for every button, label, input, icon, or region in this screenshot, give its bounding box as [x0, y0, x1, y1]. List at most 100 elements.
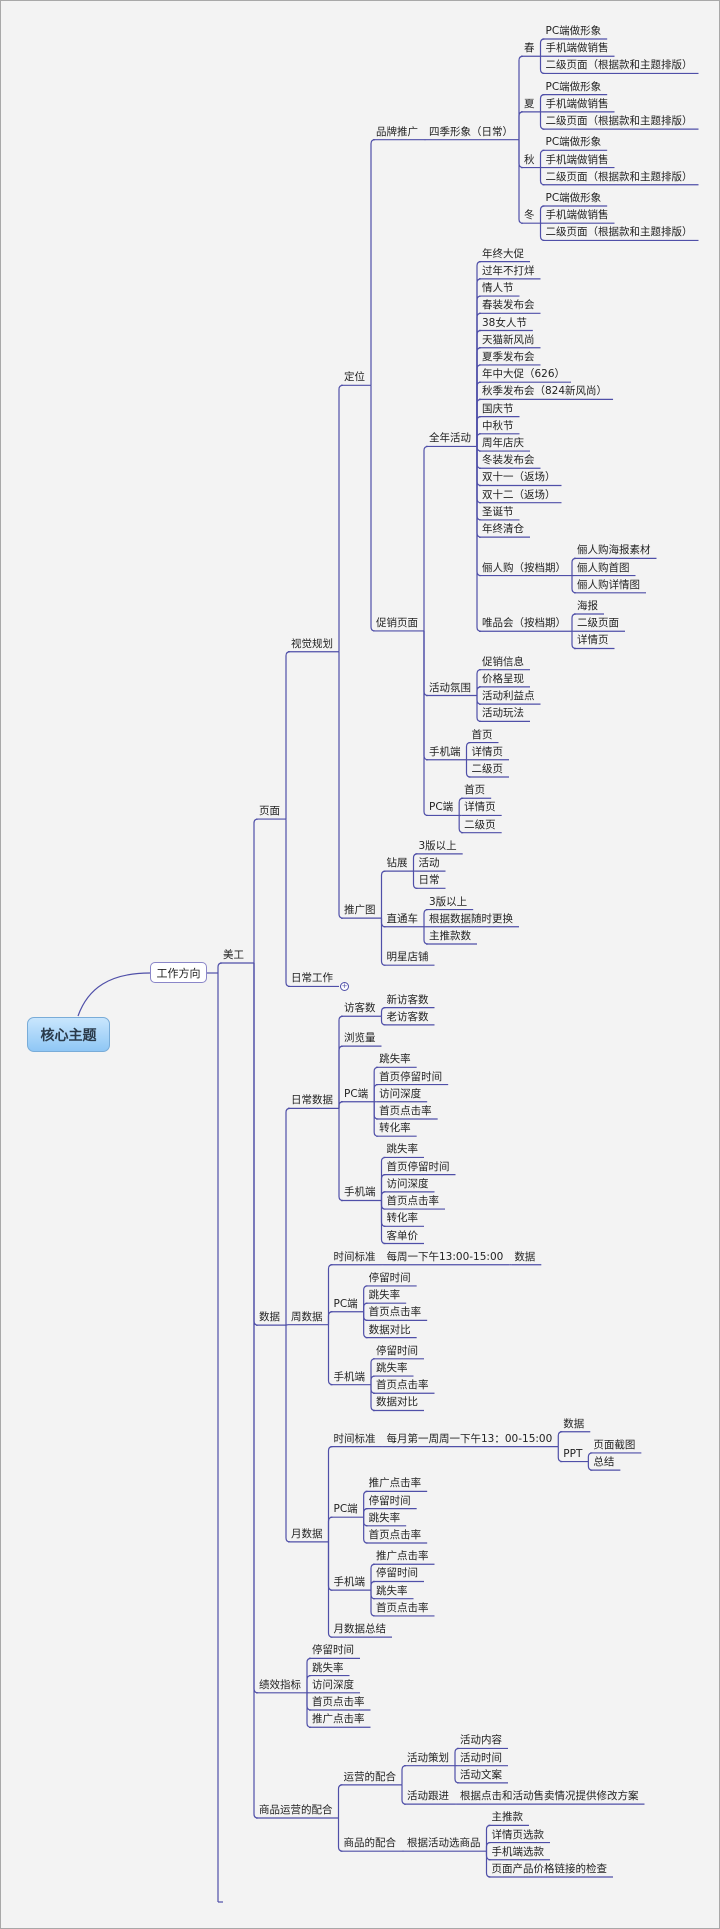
leaf-topic[interactable]: 转化率 — [386, 1212, 419, 1225]
leaf-topic[interactable]: 跳失率 — [376, 1362, 408, 1375]
leaf-topic[interactable]: 页面产品价格链接的检查 — [491, 1863, 608, 1875]
leaf-topic[interactable]: 首页 — [464, 784, 486, 797]
leaf-topic[interactable]: PC端做形象 — [545, 80, 602, 93]
branch-topic[interactable]: 美工 — [223, 949, 244, 961]
leaf-topic[interactable]: 首页点击率 — [386, 1195, 440, 1208]
leaf-topic[interactable]: 国庆节 — [482, 402, 514, 415]
leaf-topic[interactable]: 活动利益点 — [482, 690, 535, 703]
main-topic-work-direction[interactable]: 工作方向 — [150, 962, 207, 983]
leaf-topic[interactable]: 二级页 — [464, 818, 496, 831]
leaf-topic[interactable]: 月数据总结 — [333, 1623, 387, 1636]
leaf-topic[interactable]: 停留时间 — [312, 1644, 354, 1657]
leaf-topic[interactable]: 推广点击率 — [312, 1713, 365, 1726]
leaf-topic[interactable]: 详情页 — [464, 801, 496, 814]
leaf-topic[interactable]: 首页停留时间 — [379, 1070, 443, 1083]
topic-node[interactable]: 时间标准 — [333, 1432, 376, 1445]
leaf-topic[interactable]: 情人节 — [482, 282, 514, 295]
leaf-topic[interactable]: 首页点击率 — [379, 1104, 432, 1117]
topic-node[interactable]: 秋 — [524, 153, 535, 166]
leaf-topic[interactable]: 二级页面（根据款和主题排版） — [545, 115, 693, 128]
leaf-topic[interactable]: 数据对比 — [368, 1323, 411, 1336]
leaf-topic[interactable]: 首页点击率 — [368, 1529, 422, 1542]
topic-node[interactable]: 促销页面 — [376, 616, 418, 629]
topic-node[interactable]: 活动跟进 — [407, 1790, 449, 1803]
topic-node[interactable]: 品牌推广 — [376, 125, 418, 138]
topic-node[interactable]: 活动策划 — [407, 1751, 449, 1764]
leaf-topic[interactable]: 推广点击率 — [376, 1550, 429, 1563]
leaf-topic[interactable]: 首页点击率 — [376, 1379, 429, 1392]
topic-node[interactable]: 每周一下午13:00-15:00 — [386, 1250, 504, 1263]
leaf-topic[interactable]: 数据 — [563, 1417, 585, 1430]
leaf-topic[interactable]: 推广点击率 — [368, 1477, 422, 1490]
leaf-topic[interactable]: 根据点击和活动售卖情况提供修改方案 — [460, 1790, 639, 1803]
topic-node[interactable]: PC端 — [333, 1503, 358, 1516]
leaf-topic[interactable]: 冬装发布会 — [482, 454, 535, 467]
topic-node[interactable]: 春 — [524, 42, 535, 55]
leaf-topic[interactable]: 首页 — [471, 728, 493, 741]
leaf-topic[interactable]: 跳失率 — [376, 1584, 408, 1597]
topic-node[interactable]: 手机端 — [333, 1370, 366, 1383]
topic-node[interactable]: 冬 — [524, 209, 535, 222]
leaf-topic[interactable]: 活动时间 — [460, 1751, 502, 1764]
topic-node[interactable]: 手机端 — [344, 1186, 376, 1199]
leaf-topic[interactable]: 跳失率 — [368, 1289, 401, 1302]
topic-node[interactable]: 全年活动 — [429, 432, 471, 445]
topic-node[interactable]: 运营的配合 — [343, 1770, 397, 1783]
leaf-topic[interactable]: 访问深度 — [386, 1177, 429, 1190]
leaf-topic[interactable]: 年终清仓 — [482, 523, 524, 536]
leaf-topic[interactable]: 访问深度 — [379, 1087, 422, 1100]
topic-node[interactable]: 唯品会（按档期） — [482, 617, 566, 630]
leaf-topic[interactable]: 客单价 — [386, 1229, 419, 1242]
leaf-topic[interactable]: 数据对比 — [376, 1396, 418, 1409]
leaf-topic[interactable]: 详情页选款 — [491, 1828, 545, 1841]
topic-node[interactable]: PC端 — [344, 1087, 369, 1100]
leaf-topic[interactable]: 首页停留时间 — [386, 1160, 450, 1173]
topic-node[interactable]: PC端 — [429, 801, 454, 814]
leaf-topic[interactable]: 老访客数 — [386, 1010, 429, 1023]
leaf-topic[interactable]: 详情页 — [577, 634, 609, 647]
leaf-topic[interactable]: 首页点击率 — [312, 1696, 365, 1709]
leaf-topic[interactable]: 主推款 — [491, 1811, 524, 1824]
topic-node[interactable]: 根据活动选商品 — [407, 1837, 481, 1850]
topic-node[interactable]: 访客数 — [344, 1002, 376, 1015]
leaf-topic[interactable]: 页面截图 — [593, 1438, 636, 1451]
topic-node[interactable]: 日常数据 — [291, 1094, 333, 1107]
leaf-topic[interactable]: 总结 — [593, 1456, 615, 1469]
leaf-topic[interactable]: 过年不打烊 — [482, 264, 535, 277]
topic-node[interactable]: 页面 — [259, 805, 280, 818]
leaf-topic[interactable]: 二级页面（根据款和主题排版） — [545, 170, 693, 183]
topic-node[interactable]: 手机端 — [333, 1576, 366, 1589]
leaf-topic[interactable]: 双十二（返场） — [482, 488, 556, 501]
leaf-topic[interactable]: PC端做形象 — [545, 25, 602, 37]
leaf-topic[interactable]: 手机端做销售 — [545, 97, 609, 110]
leaf-topic[interactable]: 二级页面 — [577, 617, 619, 630]
leaf-topic[interactable]: PC端做形象 — [545, 191, 602, 204]
topic-node[interactable]: 俪人购（按档期） — [482, 561, 566, 574]
leaf-topic[interactable]: 38女人节 — [482, 316, 527, 329]
leaf-topic[interactable]: 周年店庆 — [482, 437, 524, 450]
leaf-topic[interactable]: 价格呈现 — [482, 672, 524, 685]
topic-node[interactable]: 商品运营的配合 — [259, 1804, 333, 1817]
leaf-topic[interactable]: PC端做形象 — [545, 136, 602, 149]
topic-node[interactable]: 视觉规划 — [291, 637, 333, 650]
leaf-topic[interactable]: 停留时间 — [376, 1567, 418, 1580]
topic-node[interactable]: 绩效指标 — [259, 1678, 301, 1691]
leaf-topic[interactable]: 中秋节 — [482, 419, 514, 432]
leaf-topic[interactable]: 手机端做销售 — [545, 153, 609, 166]
leaf-topic[interactable]: 3版以上 — [429, 895, 468, 908]
leaf-topic[interactable]: 活动玩法 — [482, 707, 524, 720]
topic-node[interactable]: 周数据 — [291, 1310, 323, 1323]
leaf-topic[interactable]: 夏季发布会 — [482, 350, 535, 363]
leaf-topic[interactable]: 跳失率 — [368, 1511, 401, 1524]
central-topic[interactable]: 核心主题 — [27, 1017, 110, 1052]
leaf-topic[interactable]: 活动 — [418, 857, 440, 870]
topic-node[interactable]: 商品的配合 — [343, 1837, 397, 1850]
leaf-topic[interactable]: 停留时间 — [376, 1344, 418, 1357]
topic-node[interactable]: 直通车 — [386, 912, 419, 925]
leaf-topic[interactable]: 日常工作 — [291, 972, 333, 985]
leaf-topic[interactable]: 主推款数 — [429, 929, 471, 942]
leaf-topic[interactable]: 二级页 — [471, 763, 504, 775]
topic-node[interactable]: 钻展 — [386, 857, 408, 870]
leaf-topic[interactable]: 天猫新风尚 — [482, 333, 535, 346]
leaf-topic[interactable]: 停留时间 — [368, 1271, 411, 1284]
